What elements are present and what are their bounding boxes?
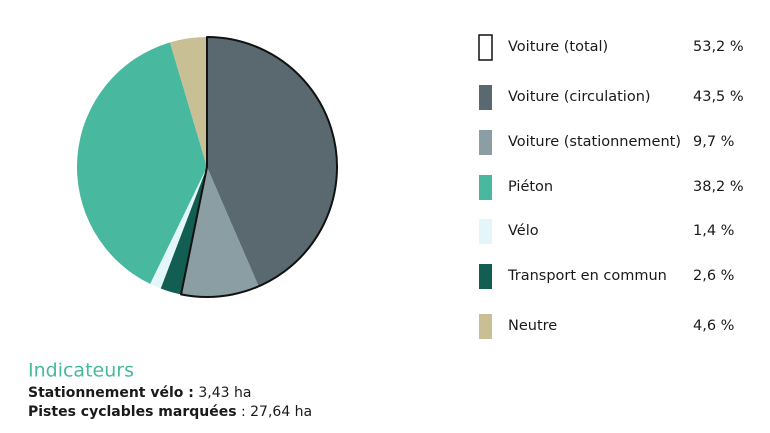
pie-slice (160, 167, 207, 295)
legend-label: Vélo (508, 223, 539, 239)
legend-label: Neutre (508, 318, 557, 334)
legend-value: 9,7 % (693, 134, 734, 150)
legend-value: 43,5 % (693, 89, 744, 105)
indicator-value: : 27,64 ha (241, 404, 312, 420)
legend-swatch (479, 314, 492, 339)
legend-swatch (479, 175, 492, 200)
legend-value: 2,6 % (693, 268, 734, 284)
legend-value: 53,2 % (693, 39, 744, 55)
indicators-title: Indicateurs (28, 360, 134, 382)
pie-slice (150, 167, 207, 289)
legend-swatch (479, 219, 492, 244)
legend-swatch (479, 264, 492, 289)
legend-label: Voiture (circulation) (508, 89, 651, 105)
legend-value: 1,4 % (693, 223, 734, 239)
legend-swatch (479, 85, 492, 110)
pie-slice (169, 37, 207, 167)
legend-label: Piéton (508, 179, 553, 195)
pie-slice (207, 37, 337, 287)
legend-label: Voiture (stationnement) (508, 134, 681, 150)
legend-value: 4,6 % (693, 318, 734, 334)
legend-label: Voiture (total) (508, 39, 608, 55)
legend-swatch (479, 130, 492, 155)
pie-total-outline (180, 36, 338, 298)
legend-label: Transport en commun (507, 268, 667, 284)
indicator: Stationnement vélo : 3,43 ha (28, 385, 251, 401)
legend-swatch (478, 34, 493, 61)
indicator: Pistes cyclables marquées : 27,64 ha (28, 404, 312, 420)
indicator-label: Stationnement vélo : (28, 385, 194, 401)
pie-slice (77, 42, 207, 284)
indicator-value: 3,43 ha (198, 385, 251, 401)
indicator-label: Pistes cyclables marquées (28, 404, 237, 420)
legend-value: 38,2 % (693, 179, 744, 195)
